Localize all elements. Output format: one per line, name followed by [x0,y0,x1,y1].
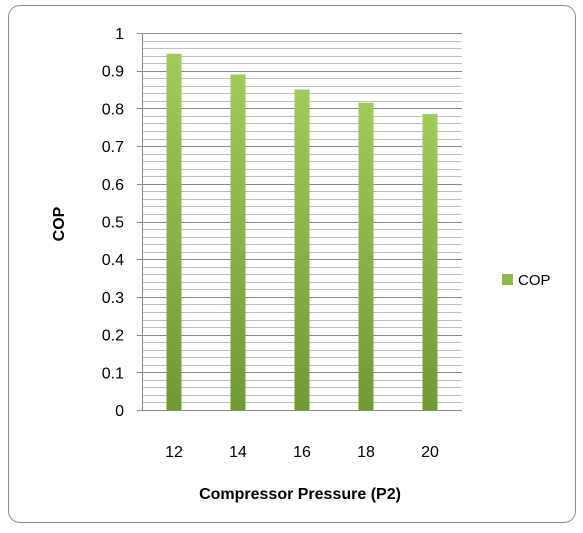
y-tick-label: 0.7 [102,139,124,156]
y-axis-title: COP [51,206,68,241]
x-tick-labels: 12 14 16 18 20 [165,444,439,461]
y-tick-label: 0.5 [102,215,124,232]
y-tick-label: 0.3 [102,290,124,307]
x-tick-label-18: 18 [357,444,375,461]
legend-swatch [502,274,513,285]
y-tick-labels: 0 0.1 0.2 0.3 0.4 0.5 0.6 0.7 0.8 0.9 1 [102,26,124,420]
x-tick-label-12: 12 [165,444,183,461]
y-tick-label: 0.1 [102,365,124,382]
bar-18 [358,102,374,411]
bar-12 [166,53,182,411]
y-tick-label: 0.9 [102,64,124,81]
chart-frame [8,5,576,523]
x-tick-label-16: 16 [293,444,311,461]
y-tick-label: 0.6 [102,177,124,194]
x-tick-label-20: 20 [421,444,439,461]
y-tick-label: 0.8 [102,101,124,118]
x-axis-title: Compressor Pressure (P2) [199,486,401,503]
y-tick-label: 0 [115,403,124,420]
y-tick-label: 0.4 [102,252,124,269]
bar-14 [230,74,246,410]
bars [166,53,438,411]
bar-20 [422,114,438,411]
legend-label: COP [518,272,551,289]
bar-16 [294,89,310,411]
x-tick-label-14: 14 [229,444,247,461]
axes [137,33,462,411]
legend: COP [502,272,551,289]
y-tick-label: 1 [115,26,124,43]
y-tick-label: 0.2 [102,328,124,345]
